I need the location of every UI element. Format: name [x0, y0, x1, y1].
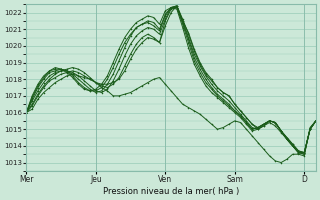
X-axis label: Pression niveau de la mer( hPa ): Pression niveau de la mer( hPa ) — [103, 187, 239, 196]
